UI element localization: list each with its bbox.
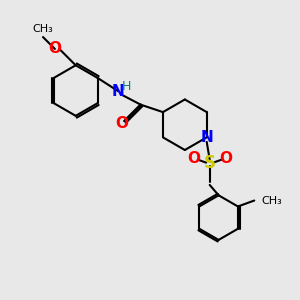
Text: O: O (48, 41, 62, 56)
Text: CH₃: CH₃ (33, 24, 53, 34)
Text: CH₃: CH₃ (262, 196, 282, 206)
Text: N: N (200, 130, 213, 145)
Text: O: O (187, 151, 200, 166)
Text: O: O (220, 151, 232, 166)
Text: S: S (204, 154, 216, 172)
Text: N: N (112, 84, 125, 99)
Text: O: O (115, 116, 128, 131)
Text: H: H (122, 80, 131, 93)
